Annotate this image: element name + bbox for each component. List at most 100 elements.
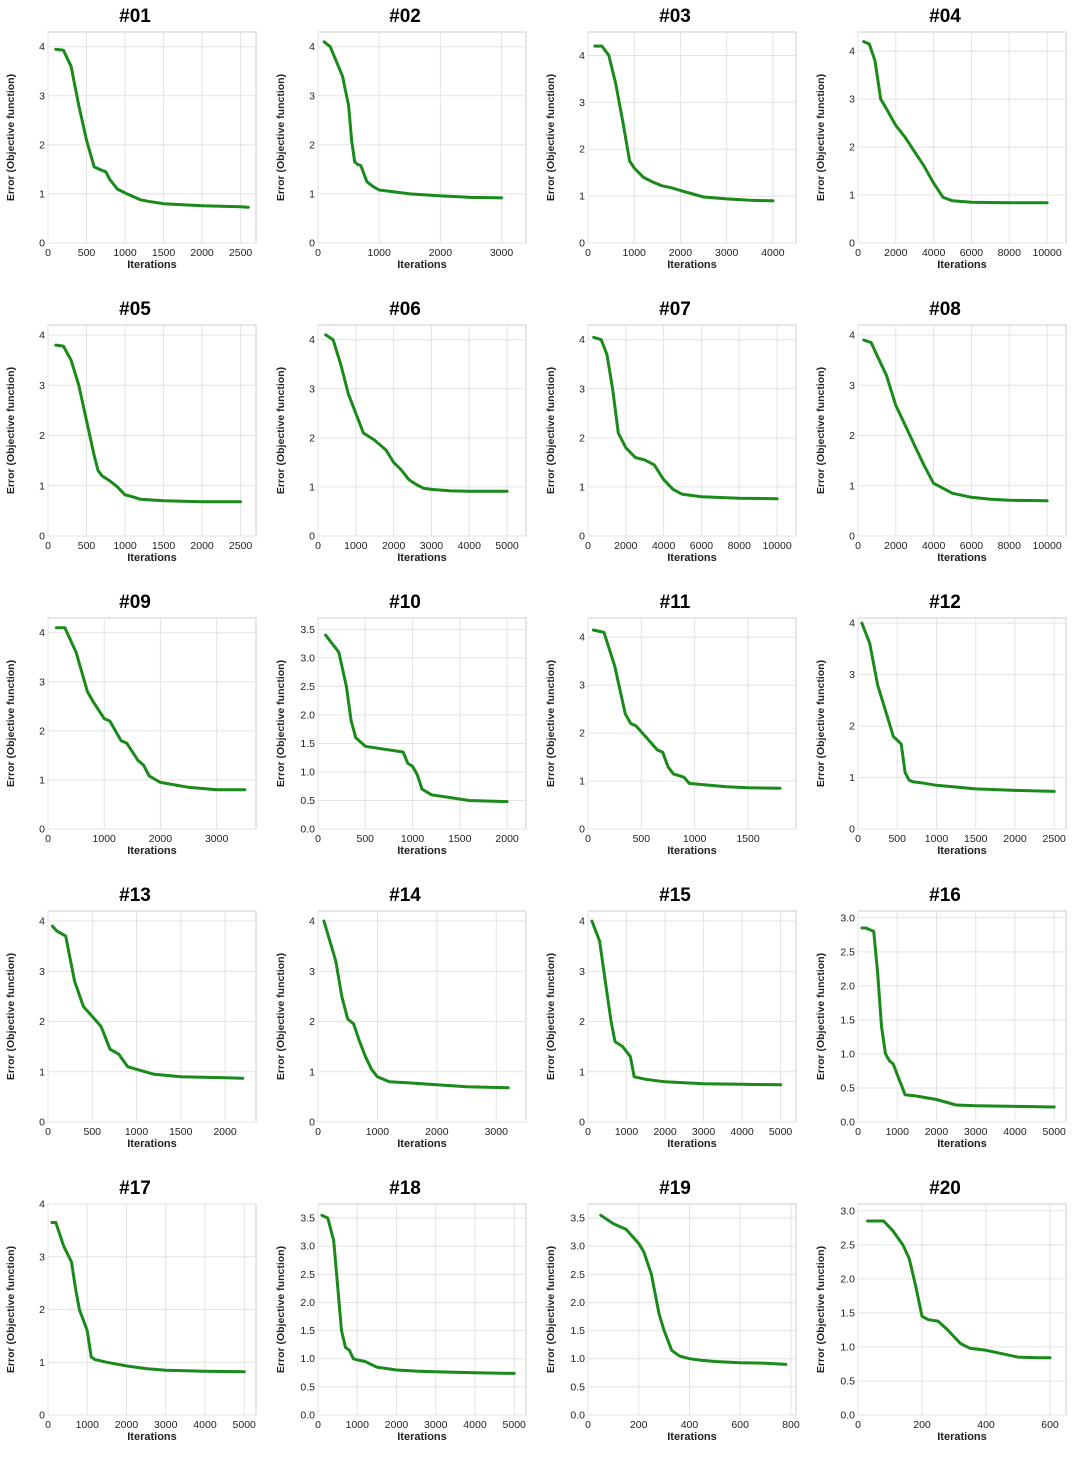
y-tick-label: 2 bbox=[849, 142, 855, 154]
series-line bbox=[320, 1213, 516, 1375]
y-tick-label: 3 bbox=[39, 676, 45, 688]
chart-title: #04 bbox=[929, 6, 961, 27]
x-tick-label: 2000 bbox=[925, 1126, 949, 1138]
y-tick-label: 0 bbox=[39, 531, 45, 543]
x-tick-label: 0 bbox=[585, 247, 591, 259]
x-tick-label: 1000 bbox=[346, 1419, 370, 1431]
y-tick-label: 4 bbox=[579, 916, 585, 928]
x-tick-label: 2000 bbox=[382, 540, 406, 552]
x-tick-label: 600 bbox=[731, 1419, 749, 1431]
y-tick-label: 2 bbox=[309, 432, 315, 444]
y-axis-label: Error (Objective function) bbox=[275, 953, 287, 1080]
x-tick-label: 5000 bbox=[769, 1126, 793, 1138]
x-tick-label: 0 bbox=[855, 1126, 861, 1138]
x-tick-label: 0 bbox=[585, 1126, 591, 1138]
y-tick-label: 1 bbox=[309, 1066, 315, 1078]
chart-10: #10 0 500 1000 1500 2000 0.0 0.5 1.0 1.5 2.0 2.5 3.0… bbox=[275, 592, 527, 857]
chart-20: #20 0 200 400 600 0.0 0.5 1.0 1.5 2.0 2.5 3.0 Iterat… bbox=[815, 1178, 1067, 1443]
y-axis-label: Error (Objective function) bbox=[275, 660, 287, 787]
x-tick-label: 4000 bbox=[463, 1419, 487, 1431]
x-tick-label: 200 bbox=[630, 1419, 648, 1431]
x-tick-label: 1000 bbox=[344, 540, 368, 552]
x-tick-label: 500 bbox=[78, 540, 96, 552]
y-tick-label: 2 bbox=[39, 139, 45, 151]
plot-frame bbox=[857, 31, 1067, 244]
x-tick-label: 3000 bbox=[692, 1126, 716, 1138]
plot-frame bbox=[587, 324, 797, 537]
x-tick-label: 1000 bbox=[93, 833, 117, 845]
x-axis-label: Iterations bbox=[397, 1138, 447, 1150]
y-tick-label: 0.0 bbox=[570, 1410, 585, 1422]
y-tick-label: 0.0 bbox=[840, 1410, 855, 1422]
series-line bbox=[50, 924, 245, 1080]
y-axis-label: Error (Objective function) bbox=[275, 1246, 287, 1373]
y-tick-label: 2.0 bbox=[300, 709, 315, 721]
x-tick-label: 2000 bbox=[190, 540, 214, 552]
y-tick-label: 2 bbox=[579, 728, 585, 740]
y-tick-label: 1 bbox=[849, 190, 855, 202]
y-tick-label: 1.5 bbox=[300, 1325, 315, 1337]
y-tick-label: 0.0 bbox=[840, 1117, 855, 1129]
y-tick-label: 2 bbox=[39, 1304, 45, 1316]
x-tick-label: 2000 bbox=[495, 833, 519, 845]
y-tick-label: 0.0 bbox=[300, 1410, 315, 1422]
x-tick-label: 200 bbox=[913, 1419, 931, 1431]
plot-frame bbox=[317, 910, 527, 1123]
y-tick-label: 1 bbox=[579, 191, 585, 203]
x-tick-label: 1000 bbox=[683, 833, 707, 845]
x-tick-label: 1500 bbox=[448, 833, 472, 845]
y-tick-label: 0.0 bbox=[300, 824, 315, 836]
series-line bbox=[591, 628, 782, 790]
y-tick-label: 4 bbox=[309, 916, 315, 928]
x-tick-label: 0 bbox=[315, 247, 321, 259]
x-tick-label: 3000 bbox=[154, 1419, 178, 1431]
y-tick-label: 2.0 bbox=[300, 1297, 315, 1309]
y-tick-label: 4 bbox=[849, 618, 855, 630]
chart-title: #02 bbox=[389, 6, 421, 27]
y-tick-label: 2 bbox=[849, 430, 855, 442]
x-tick-label: 4000 bbox=[761, 247, 785, 259]
x-tick-label: 2000 bbox=[884, 247, 908, 259]
x-tick-label: 4000 bbox=[458, 540, 482, 552]
y-axis-label: Error (Objective function) bbox=[545, 660, 557, 787]
y-tick-label: 2.5 bbox=[300, 1269, 315, 1281]
chart-13: #13 0 500 1000 1500 2000 0 1 2 3 4 Iterations Error … bbox=[5, 885, 257, 1150]
chart-title: #20 bbox=[929, 1178, 961, 1199]
x-tick-label: 1000 bbox=[113, 247, 137, 259]
x-tick-label: 0 bbox=[45, 247, 51, 259]
y-tick-label: 3.0 bbox=[840, 912, 855, 924]
series-line bbox=[54, 343, 243, 504]
y-tick-label: 1 bbox=[309, 188, 315, 200]
y-tick-label: 1.0 bbox=[300, 766, 315, 778]
series-line bbox=[54, 47, 250, 209]
x-tick-label: 0 bbox=[855, 1419, 861, 1431]
y-tick-label: 2.5 bbox=[840, 946, 855, 958]
x-tick-label: 0 bbox=[315, 1126, 321, 1138]
y-tick-label: 0 bbox=[849, 824, 855, 836]
x-tick-label: 3000 bbox=[205, 833, 229, 845]
y-axis-label: Error (Objective function) bbox=[5, 1246, 17, 1373]
x-tick-label: 0 bbox=[45, 833, 51, 845]
chart-title: #06 bbox=[389, 299, 421, 320]
plot-frame bbox=[317, 324, 527, 537]
chart-title: #10 bbox=[389, 592, 421, 613]
x-tick-label: 3000 bbox=[420, 540, 444, 552]
chart-6: #06 0 1000 2000 3000 4000 5000 0 1 2 3 4 Iterations E… bbox=[275, 299, 527, 564]
x-axis-label: Iterations bbox=[127, 1138, 177, 1150]
x-tick-label: 1000 bbox=[125, 1126, 149, 1138]
x-tick-label: 0 bbox=[315, 1419, 321, 1431]
x-tick-label: 1500 bbox=[152, 540, 176, 552]
chart-title: #09 bbox=[119, 592, 151, 613]
y-tick-label: 4 bbox=[309, 334, 315, 346]
x-axis-label: Iterations bbox=[127, 259, 177, 271]
plot-frame bbox=[587, 617, 797, 830]
y-tick-label: 4 bbox=[39, 916, 45, 928]
y-tick-label: 0 bbox=[579, 531, 585, 543]
y-tick-label: 0 bbox=[309, 238, 315, 250]
x-axis-label: Iterations bbox=[937, 1431, 987, 1443]
series-line bbox=[322, 40, 503, 200]
x-tick-label: 400 bbox=[681, 1419, 699, 1431]
x-axis-label: Iterations bbox=[667, 552, 717, 564]
chart-title: #08 bbox=[929, 299, 961, 320]
